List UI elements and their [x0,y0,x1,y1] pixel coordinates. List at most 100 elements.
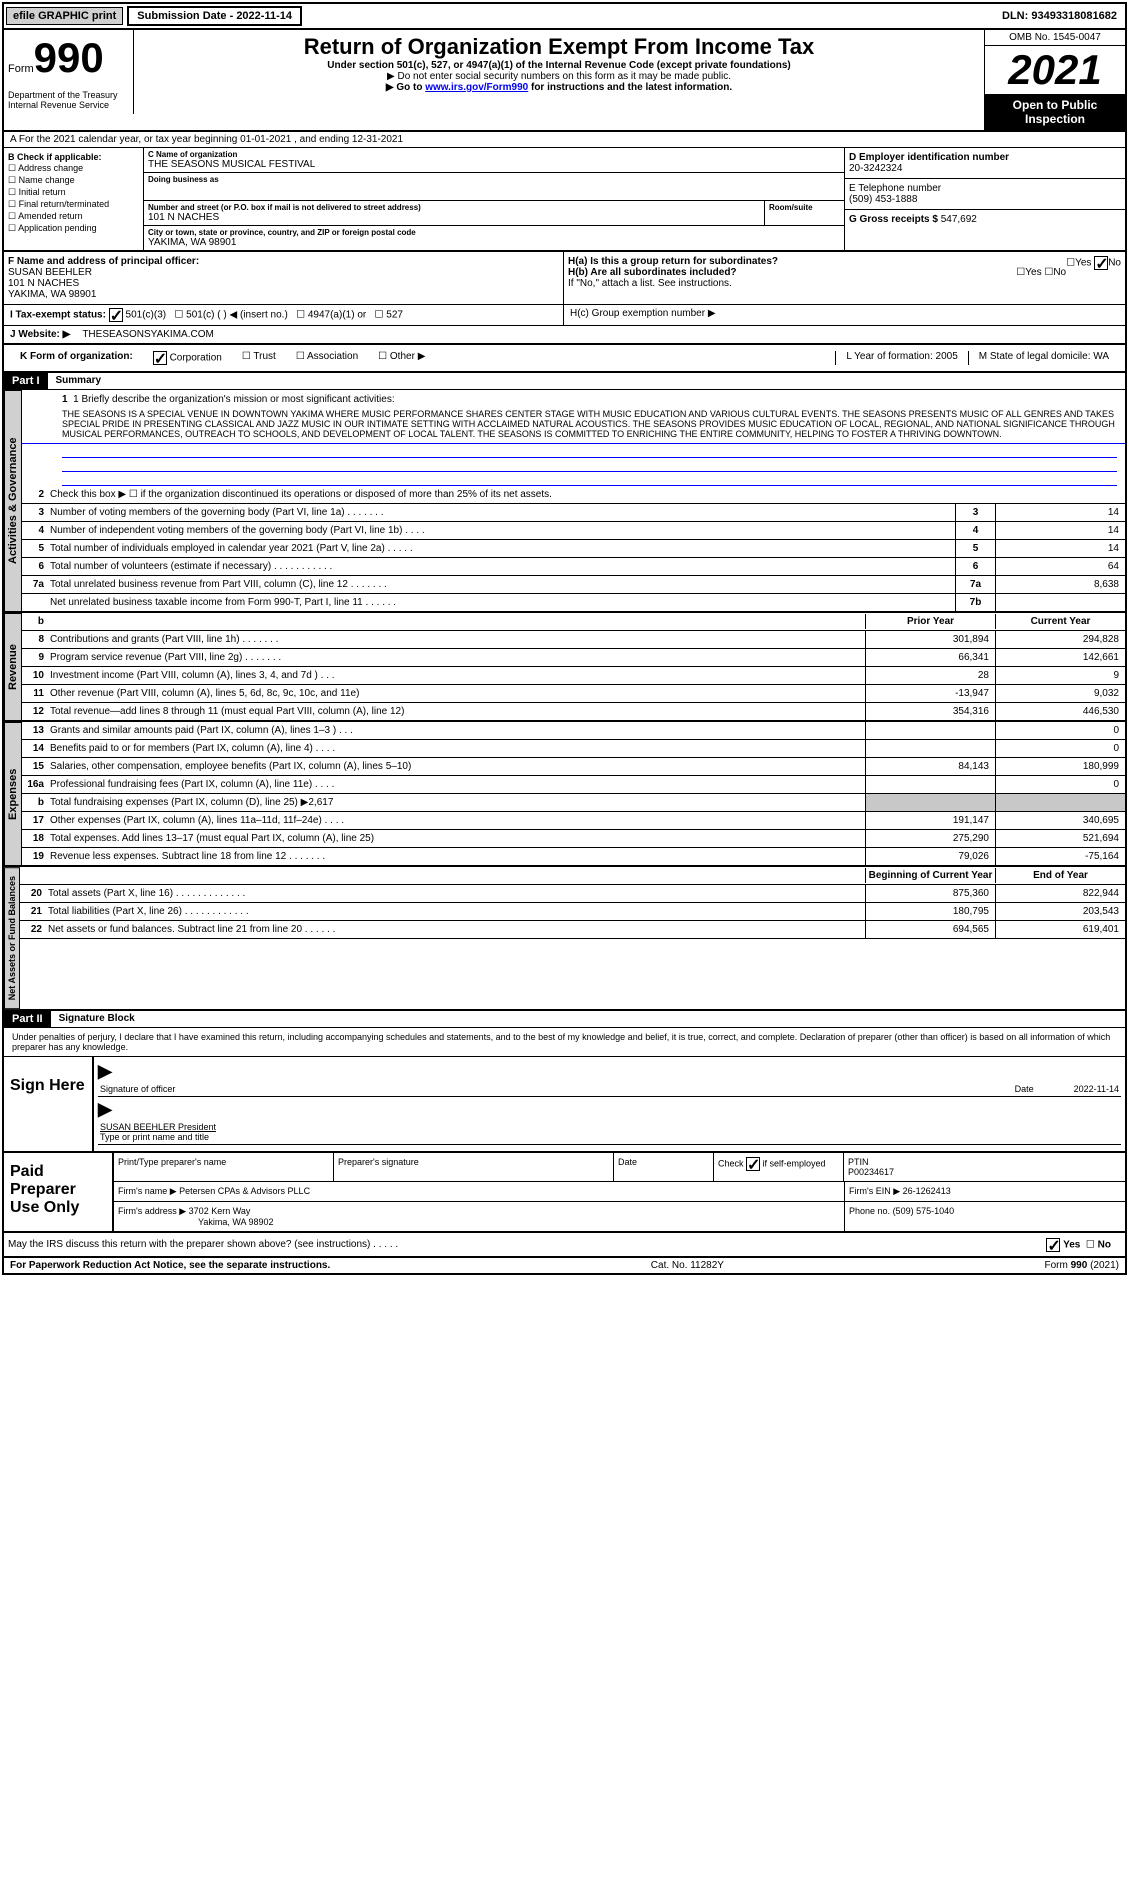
cb-address-change[interactable]: ☐ Address change [8,163,139,174]
cb-501c3[interactable] [109,308,123,322]
form-title: Return of Organization Exempt From Incom… [138,34,980,60]
prep-sig-label: Preparer's signature [334,1153,614,1181]
cb-initial-return[interactable]: ☐ Initial return [8,187,139,198]
gross-val: 547,692 [941,214,977,225]
form-subtitle-2: ▶ Do not enter social security numbers o… [138,71,980,82]
irs-link[interactable]: www.irs.gov/Form990 [425,82,528,93]
ha-no-check[interactable] [1094,256,1108,270]
omb-number: OMB No. 1545-0047 [985,30,1125,46]
table-row: 18Total expenses. Add lines 13–17 (must … [22,830,1125,848]
cb-application-pending[interactable]: ☐ Application pending [8,223,139,234]
ha-label: H(a) Is this a group return for subordin… [568,256,778,267]
section-h: H(a) Is this a group return for subordin… [564,252,1125,304]
cb-self-employed[interactable] [746,1157,760,1171]
firm-name-cell: Firm's name ▶ Petersen CPAs & Advisors P… [114,1182,845,1201]
form-number-cell: Form990 [4,30,134,86]
officer-name: SUSAN BEEHLER [8,267,92,278]
efile-print-button[interactable]: efile GRAPHIC print [6,7,123,25]
table-row: 7aTotal unrelated business revenue from … [22,576,1125,594]
cb-amended-return[interactable]: ☐ Amended return [8,211,139,222]
sig-date-val: 2022-11-14 [1074,1084,1119,1094]
org-name: THE SEASONS MUSICAL FESTIVAL [148,159,840,170]
table-row: 9Program service revenue (Part VIII, lin… [22,649,1125,667]
form-word: Form [8,63,34,75]
year-formation: L Year of formation: 2005 [835,351,968,365]
table-row: 10Investment income (Part VIII, column (… [22,667,1125,685]
org-name-row: C Name of organization THE SEASONS MUSIC… [144,148,844,173]
ein-val: 20-3242324 [849,163,902,174]
firm-phone-cell: Phone no. (509) 575-1040 [845,1202,1125,1231]
section-b: B Check if applicable: ☐ Address change … [4,148,144,250]
tab-net-assets: Net Assets or Fund Balances [4,867,20,1009]
table-row: 16aProfessional fundraising fees (Part I… [22,776,1125,794]
sig-name-val: SUSAN BEEHLER President [100,1122,216,1132]
footer-mid: Cat. No. 11282Y [651,1260,724,1271]
cb-discuss-yes[interactable] [1046,1238,1060,1252]
part-2-header: Part II [4,1011,51,1027]
table-row: 22Net assets or fund balances. Subtract … [20,921,1125,939]
phone-label: E Telephone number [849,183,941,194]
line-1-label: 1 1 Briefly describe the organization's … [22,390,1125,405]
website-val: THESEASONSYAKIMA.COM [76,326,220,343]
mission-text: THE SEASONS IS A SPECIAL VENUE IN DOWNTO… [22,405,1125,444]
department-label: Department of the Treasury Internal Reve… [4,86,134,114]
table-row: 13Grants and similar amounts paid (Part … [22,722,1125,740]
table-row: 21Total liabilities (Part X, line 26) . … [20,903,1125,921]
ptin-cell: PTINP00234617 [844,1153,1125,1181]
address-val: 101 N NACHES [148,212,760,223]
table-row: 6Total number of volunteers (estimate if… [22,558,1125,576]
firm-ein-cell: Firm's EIN ▶ 26-1262413 [845,1182,1125,1201]
ein-label: D Employer identification number [849,152,1009,163]
room-suite: Room/suite [764,201,844,225]
col-current-year: Current Year [995,614,1125,629]
cb-name-change[interactable]: ☐ Name change [8,175,139,186]
section-e: E Telephone number (509) 453-1888 [845,179,1125,210]
cb-corporation[interactable] [153,351,167,365]
dln-number: DLN: 93493318081682 [994,8,1125,24]
table-row: 15Salaries, other compensation, employee… [22,758,1125,776]
line-2-num: 2 [22,489,50,500]
table-row: 11Other revenue (Part VIII, column (A), … [22,685,1125,703]
year-cell: OMB No. 1545-0047 2021 Open to Public In… [985,30,1125,130]
prep-name-label: Print/Type preparer's name [114,1153,334,1181]
col-prior-year: Prior Year [865,614,995,629]
part-1-title: Summary [48,373,110,389]
tax-exempt-label: I Tax-exempt status: [10,310,106,321]
sig-name-label: Type or print name and title [100,1132,209,1142]
officer-city: YAKIMA, WA 98901 [8,289,96,300]
address-row: Number and street (or P.O. box if mail i… [144,201,764,225]
hb-label: H(b) Are all subordinates included? [568,267,737,278]
blank-line [62,472,1117,486]
section-b-label: B Check if applicable: [8,152,102,162]
website-label: J Website: ▶ [4,326,76,343]
form-org-label: K Form of organization: [10,351,143,365]
part-1-header: Part I [4,373,48,389]
line-2-text: Check this box ▶ ☐ if the organization d… [50,487,1125,502]
officer-label: F Name and address of principal officer: [8,256,199,267]
section-g: G Gross receipts $ 547,692 [845,210,1125,229]
sig-officer-label: Signature of officer [100,1084,175,1094]
form-title-cell: Return of Organization Exempt From Incom… [134,30,985,130]
tab-expenses: Expenses [4,722,22,866]
officer-addr: 101 N NACHES [8,278,79,289]
b-marker: b [22,616,50,627]
prep-self-employed: Check if self-employed [714,1153,844,1181]
table-row: 14Benefits paid to or for members (Part … [22,740,1125,758]
phone-val: (509) 453-1888 [849,194,917,205]
table-row: 20Total assets (Part X, line 16) . . . .… [20,885,1125,903]
footer-left: For Paperwork Reduction Act Notice, see … [10,1260,330,1271]
tab-activities-governance: Activities & Governance [4,390,22,612]
col-begin-year: Beginning of Current Year [865,868,995,883]
form-subtitle-1: Under section 501(c), 527, or 4947(a)(1)… [138,60,980,71]
section-d: D Employer identification number 20-3242… [845,148,1125,179]
cb-final-return[interactable]: ☐ Final return/terminated [8,199,139,210]
section-f: F Name and address of principal officer:… [4,252,564,304]
table-row: 17Other expenses (Part IX, column (A), l… [22,812,1125,830]
table-row: Net unrelated business taxable income fr… [22,594,1125,612]
declaration-text: Under penalties of perjury, I declare th… [4,1028,1125,1057]
row-i: I Tax-exempt status: 501(c)(3) ☐ 501(c) … [4,305,564,325]
col-end-year: End of Year [995,868,1125,883]
dba-label: Doing business as [148,175,840,184]
arrow-icon: ▶ [98,1061,112,1081]
table-row: 5Total number of individuals employed in… [22,540,1125,558]
